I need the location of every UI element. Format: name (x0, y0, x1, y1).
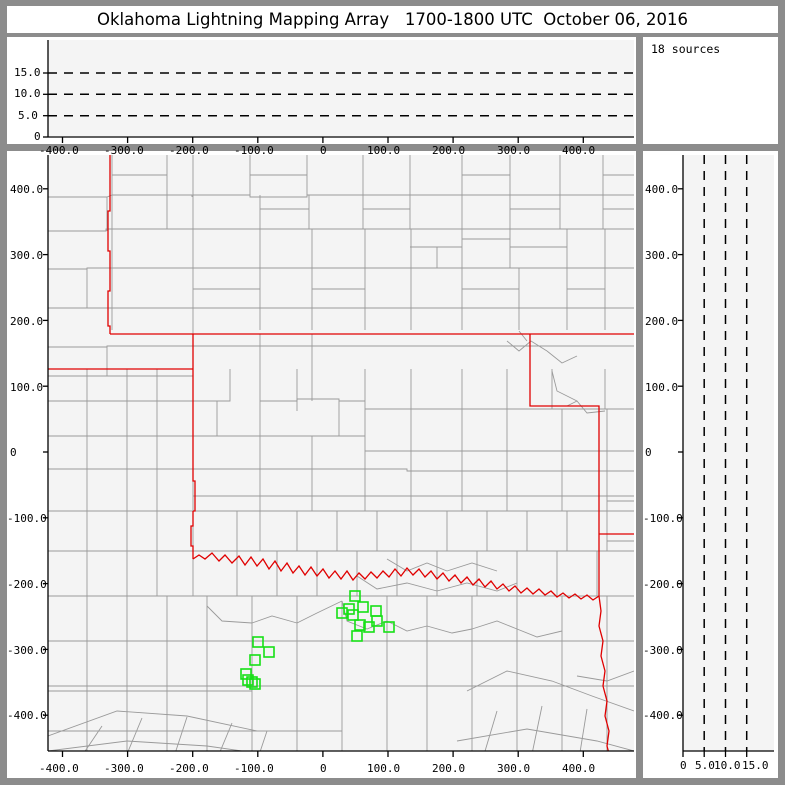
altitude-vs-east-plot[interactable] (7, 37, 636, 144)
map-xtick-300: 300.0 (497, 762, 531, 775)
map-xtick-400: 400.0 (562, 762, 596, 775)
map-ytick-200: 200.0 (10, 315, 44, 328)
plan-view-map-xticklabels: -400.0 -300.0 -200.0 -100.0 0 100.0 200.… (7, 762, 636, 778)
top-ytick-10: 10.0 (14, 87, 41, 100)
altitude-vs-east-panel: 15.0 10.0 5.0 0 (7, 37, 636, 144)
right-ytick-m100: -100.0 (643, 512, 683, 525)
altitude-vs-north-panel: 400.0 300.0 200.0 100.0 0 -100.0 -200.0 … (643, 151, 778, 778)
top-xtick-m300: -300.0 (104, 144, 144, 157)
map-xtick-m200: -200.0 (169, 762, 209, 775)
right-ytick-0: 0 (645, 446, 652, 459)
right-ytick-400: 400.0 (645, 183, 679, 196)
right-xtick-5: 5.0 (695, 759, 715, 772)
right-xtick-0: 0 (680, 759, 687, 772)
top-xtick-m400: -400.0 (39, 144, 79, 157)
plan-view-map-plot[interactable] (7, 151, 636, 778)
vhf-source-markers (240, 590, 395, 690)
right-ytick-100: 100.0 (645, 381, 679, 394)
right-ytick-m400: -400.0 (643, 709, 683, 722)
right-ytick-200: 200.0 (645, 315, 679, 328)
map-ytick-100: 100.0 (10, 381, 44, 394)
right-ytick-m200: -200.0 (643, 578, 683, 591)
top-xtick-300: 300.0 (497, 144, 531, 157)
title-bar: Oklahoma Lightning Mapping Array 1700-18… (7, 6, 778, 33)
altitude-vs-north-plot[interactable] (643, 151, 778, 778)
right-ytick-300: 300.0 (645, 249, 679, 262)
county-boundaries (48, 155, 634, 751)
top-xtick-m200: -200.0 (169, 144, 209, 157)
map-xtick-m300: -300.0 (104, 762, 144, 775)
map-xtick-m400: -400.0 (39, 762, 79, 775)
top-xtick-200: 200.0 (432, 144, 466, 157)
right-ytick-m300: -300.0 (643, 644, 683, 657)
top-xtick-0: 0 (320, 144, 327, 157)
map-ytick-m400: -400.0 (7, 709, 47, 722)
page-title: Oklahoma Lightning Mapping Array 1700-18… (97, 10, 688, 29)
top-ytick-0: 0 (34, 130, 41, 143)
top-xtick-100: 100.0 (367, 144, 401, 157)
map-ytick-400: 400.0 (10, 183, 44, 196)
map-ytick-m100: -100.0 (7, 512, 47, 525)
map-xtick-m100: -100.0 (234, 762, 274, 775)
map-ytick-m300: -300.0 (7, 644, 47, 657)
map-ytick-300: 300.0 (10, 249, 44, 262)
map-xtick-0: 0 (320, 762, 327, 775)
top-xtick-400: 400.0 (562, 144, 596, 157)
map-ytick-m200: -200.0 (7, 578, 47, 591)
state-boundaries (48, 155, 634, 751)
map-xtick-200: 200.0 (432, 762, 466, 775)
map-xtick-100: 100.0 (367, 762, 401, 775)
map-ytick-0: 0 (10, 446, 17, 459)
right-xtick-15: 15.0 (742, 759, 769, 772)
top-ytick-15: 15.0 (14, 66, 41, 79)
sources-panel: 18 sources (643, 37, 778, 144)
top-xtick-m100: -100.0 (234, 144, 274, 157)
altitude-vs-east-xticklabels: -400.0 -300.0 -200.0 -100.0 0 100.0 200.… (7, 144, 636, 160)
plan-view-map-panel: 400.0 300.0 200.0 100.0 0 -100.0 -200.0 … (7, 151, 636, 778)
status-sources-count: 18 sources (651, 42, 721, 56)
top-ytick-5: 5.0 (18, 109, 38, 122)
right-xtick-10: 10.0 (714, 759, 741, 772)
